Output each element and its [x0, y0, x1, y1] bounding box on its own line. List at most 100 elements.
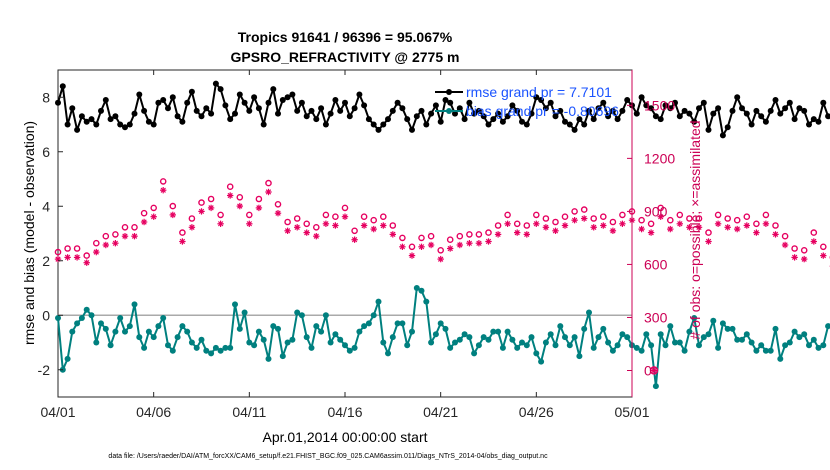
data-point-rmse — [375, 126, 382, 133]
data-point-bias — [169, 347, 176, 354]
data-point-bias — [179, 323, 186, 330]
data-point-bias — [619, 331, 626, 338]
data-point-bias — [734, 336, 741, 343]
data-point-rmse — [255, 105, 262, 112]
x-tick-label: 04/26 — [519, 404, 554, 420]
assimilated-obs-marker — [160, 187, 167, 194]
chart-title: Tropics 91641 / 96396 = 95.067% — [238, 29, 453, 45]
asterisk-stroke — [466, 240, 473, 246]
data-point-bias — [423, 298, 430, 305]
data-point-rmse — [212, 80, 219, 87]
data-point-rmse — [676, 113, 683, 120]
possible-obs-marker — [600, 213, 607, 220]
data-point-rmse — [619, 107, 626, 114]
data-point-rmse — [743, 110, 750, 117]
data-point-bias — [581, 325, 588, 332]
data-point-rmse — [739, 105, 745, 112]
data-point-rmse — [69, 105, 76, 112]
possible-obs-marker — [188, 215, 196, 222]
data-point-bias — [418, 287, 425, 294]
axes-layer: 04/01 04/06 04/11 04/16 04/21 04/26 05/01 -2 0 2 4… — [38, 70, 675, 420]
assimilated-obs-marker — [73, 254, 81, 261]
data-point-rmse — [428, 110, 435, 117]
data-point-bias — [145, 328, 152, 335]
possible-obs-marker — [647, 220, 655, 228]
asterisk-stroke — [265, 189, 272, 195]
data-point-rmse — [83, 118, 90, 125]
data-point-rmse — [633, 110, 640, 117]
data-point-bias — [93, 339, 100, 346]
data-point-bias — [308, 344, 315, 351]
data-point-rmse — [370, 121, 377, 128]
asterisk-stroke — [772, 231, 779, 238]
data-point-rmse — [260, 121, 267, 128]
assimilated-obs-marker — [236, 202, 243, 210]
data-point-rmse — [241, 99, 248, 106]
data-point-bias — [289, 336, 296, 343]
data-point-bias — [193, 344, 200, 351]
data-point-rmse — [681, 107, 688, 114]
data-point-bias — [538, 358, 545, 365]
data-point-bias — [758, 342, 765, 349]
asterisk-stroke — [313, 233, 319, 239]
data-point-rmse — [710, 110, 717, 117]
data-point-rmse — [490, 116, 497, 123]
possible-obs-marker — [312, 223, 320, 231]
asterisk-stroke — [437, 256, 444, 262]
data-point-bias — [227, 344, 234, 351]
possible-obs-marker — [131, 223, 138, 231]
data-point-rmse — [423, 121, 430, 128]
data-point-bias — [98, 320, 104, 327]
data-point-rmse — [495, 110, 502, 117]
possible-obs-marker — [724, 215, 732, 222]
right-axis-obs-marker — [649, 366, 659, 375]
data-point-bias — [380, 339, 387, 346]
data-point-rmse — [652, 113, 659, 120]
possible-obs-marker — [54, 248, 62, 256]
data-point-bias — [456, 336, 463, 343]
data-point-rmse — [365, 116, 372, 123]
data-point-bias — [480, 334, 487, 341]
data-point-rmse — [270, 86, 277, 93]
possible-obs-marker — [609, 218, 617, 226]
assimilated-obs-marker — [427, 241, 435, 249]
data-point-bias — [385, 350, 391, 357]
assimilated-obs-marker — [274, 210, 282, 217]
possible-obs-marker — [571, 208, 578, 215]
possible-obs-marker — [657, 204, 665, 212]
data-point-bias — [313, 323, 320, 330]
data-point-bias — [279, 353, 286, 360]
data-point-rmse — [437, 118, 444, 125]
assimilated-obs-marker — [504, 220, 511, 227]
possible-obs-marker — [389, 222, 397, 229]
asterisk-stroke — [705, 238, 712, 245]
possible-obs-marker — [676, 211, 684, 219]
data-point-rmse — [734, 94, 741, 101]
asterisk-stroke — [150, 214, 157, 220]
data-point-bias — [700, 334, 707, 341]
assimilated-obs-marker — [64, 254, 71, 261]
data-point-bias — [609, 347, 616, 354]
data-point-rmse — [303, 113, 310, 120]
data-point-rmse — [657, 116, 664, 123]
data-point-rmse — [562, 118, 568, 125]
assimilated-obs-marker — [83, 259, 90, 266]
data-point-bias — [447, 344, 454, 351]
data-point-rmse — [107, 116, 114, 123]
data-point-bias — [786, 339, 793, 346]
assimilated-obs-marker — [676, 220, 683, 227]
data-point-rmse — [217, 86, 224, 93]
possible-obs-marker — [255, 195, 263, 203]
data-point-bias — [566, 342, 573, 349]
data-point-bias — [772, 325, 779, 332]
data-point-bias — [710, 317, 717, 324]
assimilated-obs-marker — [801, 255, 808, 263]
data-point-bias — [762, 347, 769, 354]
data-point-rmse — [542, 105, 549, 112]
data-point-rmse — [533, 94, 540, 101]
data-point-rmse — [581, 121, 588, 128]
data-point-rmse — [782, 105, 789, 112]
assimilated-obs-marker — [341, 213, 349, 220]
possible-obs-marker — [494, 222, 502, 229]
data-point-bias — [490, 328, 497, 335]
